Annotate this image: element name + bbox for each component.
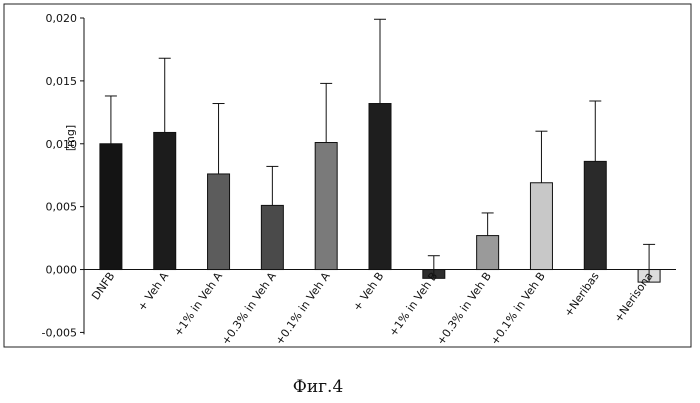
bar xyxy=(369,104,391,270)
bar xyxy=(530,183,552,270)
y-tick-label: -0,005 xyxy=(42,326,77,339)
y-tick-label: 0,015 xyxy=(46,75,78,88)
bar xyxy=(154,132,176,269)
bar xyxy=(208,174,230,270)
y-tick-label: 0,005 xyxy=(46,201,78,214)
bar xyxy=(261,205,283,269)
y-tick-label: 0,000 xyxy=(46,264,78,277)
y-tick-label: 0,020 xyxy=(46,12,78,25)
bar xyxy=(315,143,337,270)
y-axis-label: [mg] xyxy=(64,125,77,151)
bar xyxy=(100,144,122,270)
bar xyxy=(477,236,499,270)
figure-caption: Фиг.4 xyxy=(293,377,344,397)
bar xyxy=(584,161,606,269)
